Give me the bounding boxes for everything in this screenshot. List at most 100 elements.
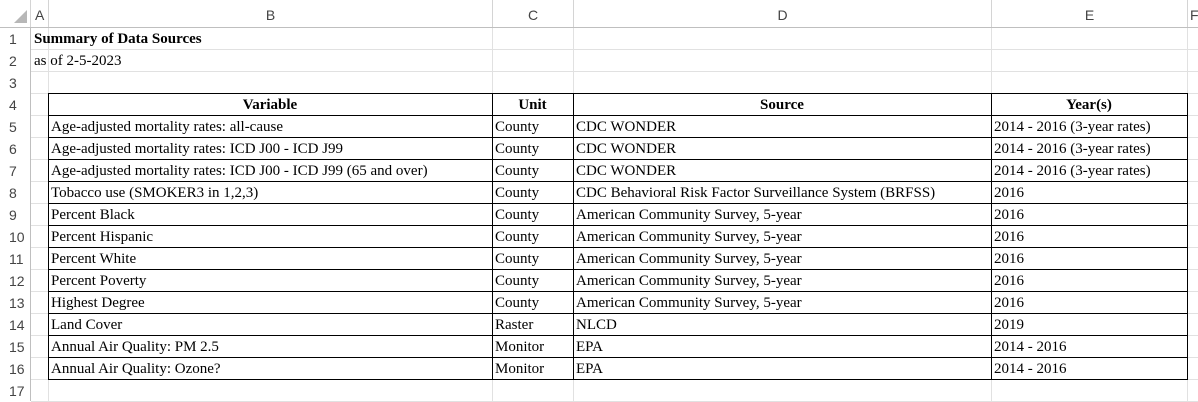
table-cell-unit[interactable]: County [495, 273, 540, 289]
table-cell-variable[interactable]: Percent Black [51, 207, 135, 223]
column-header-b[interactable]: B [48, 0, 492, 27]
worksheet-grid[interactable]: Summary of Data Sources as of 2-5-2023 Var… [31, 28, 1198, 402]
table-cell-variable[interactable]: Annual Air Quality: Ozone? [51, 361, 221, 377]
table-cell-source[interactable]: NLCD [576, 317, 617, 333]
table-cell-source[interactable]: CDC WONDER [576, 119, 677, 135]
table-border-horizontal [48, 225, 1188, 226]
row-header-8[interactable]: 8 [9, 185, 17, 201]
row-header-4[interactable]: 4 [9, 97, 17, 113]
table-border-horizontal [48, 379, 1188, 380]
table-cell-source[interactable]: American Community Survey, 5-year [576, 251, 802, 267]
table-cell-variable[interactable]: Age-adjusted mortality rates: ICD J00 - … [51, 141, 344, 157]
row-header-14[interactable]: 14 [9, 317, 25, 333]
table-border-vertical [1187, 93, 1188, 380]
row-header-16[interactable]: 16 [9, 361, 25, 377]
row-header-17[interactable]: 17 [9, 383, 25, 399]
table-border-horizontal [48, 137, 1188, 138]
table-border-horizontal [48, 291, 1188, 292]
row-header-9[interactable]: 9 [9, 207, 17, 223]
table-cell-unit[interactable]: Monitor [495, 361, 545, 377]
table-cell-years[interactable]: 2014 - 2016 (3-year rates) [994, 141, 1151, 157]
table-cell-years[interactable]: 2016 [994, 273, 1024, 289]
table-cell-years[interactable]: 2016 [994, 251, 1024, 267]
row-header-13[interactable]: 13 [9, 295, 25, 311]
table-cell-years[interactable]: 2016 [994, 185, 1024, 201]
row-header-12[interactable]: 12 [9, 273, 25, 289]
table-cell-source[interactable]: CDC WONDER [576, 163, 677, 179]
select-all-corner[interactable] [0, 0, 30, 27]
table-cell-source[interactable]: CDC Behavioral Risk Factor Surveillance … [576, 185, 936, 201]
column-header-c[interactable]: C [492, 0, 573, 27]
column-header-f[interactable]: F [1187, 0, 1198, 27]
row-header-5[interactable]: 5 [9, 119, 17, 135]
table-border-horizontal [48, 335, 1188, 336]
table-header-variable[interactable]: Variable [242, 97, 298, 113]
table-border-horizontal [48, 269, 1188, 270]
row-header-11[interactable]: 11 [9, 251, 24, 267]
table-border-vertical [492, 93, 493, 380]
select-all-triangle-icon[interactable] [14, 10, 27, 23]
table-cell-years[interactable]: 2014 - 2016 [994, 361, 1067, 377]
table-cell-unit[interactable]: County [495, 119, 540, 135]
table-cell-source[interactable]: American Community Survey, 5-year [576, 229, 802, 245]
row-header-15[interactable]: 15 [9, 339, 25, 355]
table-cell-unit[interactable]: County [495, 295, 540, 311]
gridline-horizontal [31, 71, 1198, 72]
table-cell-unit[interactable]: Raster [495, 317, 534, 333]
table-cell-years[interactable]: 2016 [994, 295, 1024, 311]
table-cell-variable[interactable]: Age-adjusted mortality rates: all-cause [51, 119, 283, 135]
table-cell-years[interactable]: 2014 - 2016 (3-year rates) [994, 119, 1151, 135]
column-header-a[interactable]: A [30, 0, 48, 27]
row-header-7[interactable]: 7 [9, 163, 17, 179]
table-cell-unit[interactable]: County [495, 141, 540, 157]
table-cell-variable[interactable]: Age-adjusted mortality rates: ICD J00 - … [51, 163, 428, 179]
table-border-horizontal [48, 313, 1188, 314]
table-border-horizontal [48, 181, 1188, 182]
table-border-horizontal [48, 93, 1188, 94]
table-cell-source[interactable]: American Community Survey, 5-year [576, 207, 802, 223]
row-header-10[interactable]: 10 [9, 229, 25, 245]
table-cell-years[interactable]: 2019 [994, 317, 1024, 333]
table-border-vertical [48, 93, 49, 380]
table-cell-variable[interactable]: Highest Degree [51, 295, 145, 311]
table-cell-source[interactable]: EPA [576, 339, 603, 355]
table-cell-unit[interactable]: County [495, 207, 540, 223]
table-border-horizontal [48, 203, 1188, 204]
table-cell-variable[interactable]: Annual Air Quality: PM 2.5 [51, 339, 219, 355]
row-header-3[interactable]: 3 [9, 75, 17, 91]
table-border-vertical [573, 93, 574, 380]
table-cell-unit[interactable]: County [495, 251, 540, 267]
table-cell-variable[interactable]: Percent White [51, 251, 137, 267]
row-header-1[interactable]: 1 [9, 31, 17, 47]
table-cell-unit[interactable]: County [495, 185, 540, 201]
column-header-d[interactable]: D [573, 0, 991, 27]
table-header-year-s[interactable]: Year(s) [1066, 97, 1112, 113]
column-header-bar: A B C D E F [0, 0, 1198, 28]
gridline-horizontal [31, 49, 1198, 50]
table-border-vertical [991, 93, 992, 380]
table-border-horizontal [48, 247, 1188, 248]
table-cell-unit[interactable]: County [495, 163, 540, 179]
sheet-title-cell[interactable]: Summary of Data Sources [34, 31, 202, 47]
table-cell-years[interactable]: 2016 [994, 207, 1024, 223]
table-header-source[interactable]: Source [760, 97, 804, 113]
table-cell-source[interactable]: American Community Survey, 5-year [576, 273, 802, 289]
table-cell-source[interactable]: American Community Survey, 5-year [576, 295, 802, 311]
table-cell-years[interactable]: 2016 [994, 229, 1024, 245]
table-border-horizontal [48, 159, 1188, 160]
table-cell-variable[interactable]: Land Cover [51, 317, 123, 333]
table-cell-years[interactable]: 2014 - 2016 (3-year rates) [994, 163, 1151, 179]
table-cell-source[interactable]: EPA [576, 361, 603, 377]
table-header-unit[interactable]: Unit [518, 97, 547, 113]
table-cell-unit[interactable]: Monitor [495, 339, 545, 355]
table-cell-years[interactable]: 2014 - 2016 [994, 339, 1067, 355]
row-header-6[interactable]: 6 [9, 141, 17, 157]
table-cell-variable[interactable]: Percent Hispanic [51, 229, 154, 245]
table-cell-variable[interactable]: Percent Poverty [51, 273, 147, 289]
sheet-subtitle-cell[interactable]: as of 2-5-2023 [34, 53, 122, 69]
table-cell-source[interactable]: CDC WONDER [576, 141, 677, 157]
row-header-2[interactable]: 2 [9, 53, 17, 69]
table-cell-unit[interactable]: County [495, 229, 540, 245]
table-cell-variable[interactable]: Tobacco use (SMOKER3 in 1,2,3) [51, 185, 259, 201]
column-header-e[interactable]: E [991, 0, 1187, 27]
